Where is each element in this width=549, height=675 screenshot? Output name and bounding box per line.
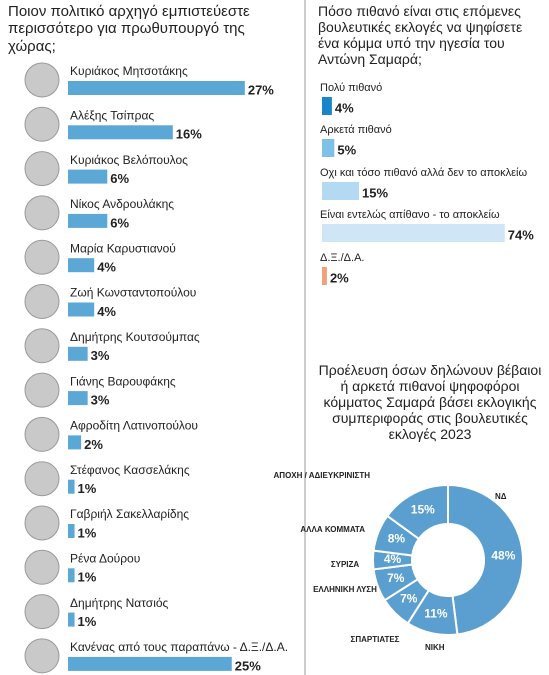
value-label: 2% (330, 270, 349, 285)
category-label: Γιάνης Βαρουφάκης (70, 374, 176, 388)
bar (322, 139, 335, 157)
category-label: Δημήτρης Νατσιός (70, 596, 169, 610)
category-label: ΕΛΛΗΝΙΚΗ ΛΥΣΗ (313, 585, 377, 594)
chart-title: Προέλευση όσων δηλώνουν βέβαιοι ή αρκετά… (318, 362, 542, 443)
category-label: Κυριάκος Βελόπουλος (70, 153, 188, 167)
bar (68, 479, 75, 494)
value-label: 15% (411, 503, 435, 517)
bar (68, 169, 108, 184)
bar (68, 612, 75, 627)
category-label: ΑΛΛΑ ΚΟΜΜΑΤΑ (300, 525, 365, 534)
photo (24, 416, 60, 452)
photo (24, 505, 60, 541)
category-label: Κυριάκος Μητσοτάκης (70, 64, 188, 78)
category-label: Δ.Ξ./Δ.Α. (320, 252, 364, 264)
bar (68, 656, 232, 671)
bar (68, 391, 88, 406)
value-label: 74% (508, 227, 534, 242)
category-label: Ζωή Κωνσταντοπούλου (70, 286, 196, 300)
value-label: 4% (335, 100, 354, 115)
value-label: 4% (97, 260, 116, 275)
photo (24, 549, 60, 585)
photo (24, 328, 60, 364)
category-label: ΣΠΑΡΤΙΑΤΕΣ (351, 635, 400, 644)
bar (68, 346, 88, 361)
bar (68, 125, 173, 140)
photo (24, 638, 60, 674)
value-label: 48% (491, 549, 515, 563)
category-label: Οχι και τόσο πιθανό αλλά δεν το αποκλείω (320, 167, 527, 179)
value-label: 6% (110, 215, 129, 230)
category-label: Πολύ πιθανό (320, 82, 382, 94)
bar (68, 302, 95, 317)
photo (24, 372, 60, 408)
value-label: 1% (78, 614, 97, 629)
value-label: 27% (248, 82, 274, 97)
category-label: Είναι εντελώς απίθανο - το αποκλείω (320, 209, 500, 221)
bar (68, 435, 82, 450)
bar (322, 224, 505, 242)
value-label: 8% (388, 532, 406, 546)
bar (68, 524, 75, 538)
value-label: 7% (400, 591, 418, 605)
category-label: Αφροδίτη Λατινοπούλου (70, 419, 198, 433)
value-label: 1% (78, 481, 97, 496)
photo (24, 151, 60, 187)
value-label: 16% (176, 127, 202, 142)
category-label: Νίκος Ανδρουλάκης (70, 197, 174, 211)
value-label: 2% (84, 437, 103, 452)
bar (322, 97, 332, 115)
category-label: Γαβριήλ Σακελλαρίδης (70, 507, 189, 521)
value-label: 11% (424, 606, 448, 620)
value-label: 3% (91, 393, 110, 408)
photo (24, 594, 60, 630)
value-label: 4% (384, 552, 402, 566)
value-label: 1% (78, 570, 97, 585)
category-label: ΣΥΡΙΖΑ (331, 560, 360, 569)
bar (68, 213, 108, 228)
value-label: 25% (235, 658, 261, 673)
category-label: ΝΙΚΗ (425, 643, 445, 652)
donut-segment (447, 483, 524, 636)
category-label: Κανένας από τους παραπάνω - Δ.Ξ./Δ.Α. (70, 640, 288, 654)
photo (24, 195, 60, 231)
bar (68, 258, 95, 273)
value-label: 6% (110, 171, 129, 186)
photo (24, 239, 60, 275)
category-label: Ρένα Δούρου (70, 551, 140, 565)
photo (24, 106, 60, 142)
category-label: Στέφανος Κασσελάκης (70, 463, 190, 477)
chart-title: Πόσο πιθανό είναι στις επόμενες βουλευτι… (318, 3, 523, 68)
category-label: Αρκετά πιθανό (320, 124, 392, 136)
value-label: 5% (337, 142, 356, 157)
value-label: 7% (387, 571, 405, 585)
photo (24, 284, 60, 319)
category-label: ΑΠΟΧΗ / ΑΔΙΕΥΚΡΙΝΙΣΤΗ (274, 471, 371, 480)
value-label: 4% (97, 304, 116, 319)
category-label: Δημήτρης Κουτσούμπας (70, 330, 200, 344)
value-label: 15% (362, 185, 388, 200)
bar (322, 182, 360, 200)
bar (68, 568, 75, 583)
bar (322, 267, 327, 285)
donut-segment (385, 483, 449, 541)
value-label: 1% (78, 525, 97, 540)
category-label: Μαρία Καρυστιανού (70, 241, 176, 255)
category-label: ΝΔ (495, 492, 507, 501)
photo (24, 461, 60, 497)
bar (68, 81, 245, 95)
value-label: 3% (91, 348, 110, 363)
photo (24, 62, 60, 98)
category-label: Αλέξης Τσίπρας (70, 108, 154, 122)
chart-title: Ποιον πολιτικό αρχηγό εμπιστεύεστε περισ… (8, 3, 250, 55)
